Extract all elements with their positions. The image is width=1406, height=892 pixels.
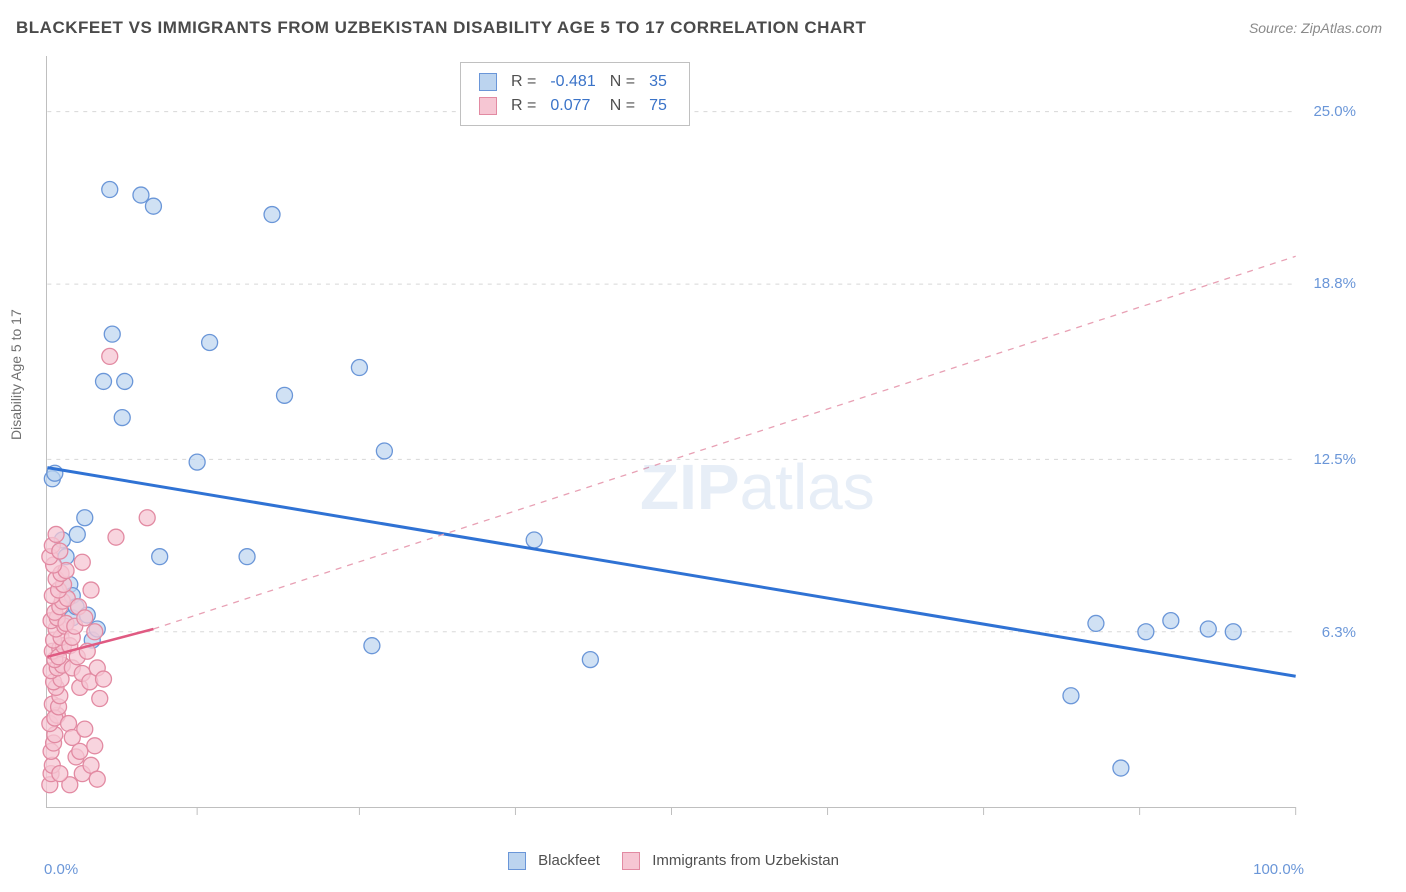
legend-stats-box: R = -0.481 N = 35 R = 0.077 N = 75 [460,62,690,126]
legend-stats-row: R = -0.481 N = 35 [473,71,673,93]
legend-n-value: 35 [643,71,673,93]
y-tick-label: 18.8% [1313,275,1356,292]
y-tick-label: 25.0% [1313,103,1356,120]
legend-swatch-icon [622,852,640,870]
legend-n-label: N = [604,95,641,117]
legend-r-label: R = [505,71,542,93]
legend-series-label: Blackfeet [538,852,600,869]
y-axis-label: Disability Age 5 to 17 [8,309,24,440]
legend-r-value: 0.077 [544,95,601,117]
legend-swatch-icon [479,97,497,115]
scatter-plot-svg [47,56,1296,807]
plot-area: 6.3%12.5%18.8%25.0% [46,56,1296,808]
legend-r-value: -0.481 [544,71,601,93]
chart-container: BLACKFEET VS IMMIGRANTS FROM UZBEKISTAN … [0,0,1406,892]
legend-r-label: R = [505,95,542,117]
y-tick-label: 12.5% [1313,451,1356,468]
legend-n-value: 75 [643,95,673,117]
y-tick-label: 6.3% [1322,624,1356,641]
legend-n-label: N = [604,71,641,93]
source-credit: Source: ZipAtlas.com [1249,20,1382,36]
legend-series-label: Immigrants from Uzbekistan [652,852,839,869]
chart-title: BLACKFEET VS IMMIGRANTS FROM UZBEKISTAN … [16,18,866,38]
legend-series: Blackfeet Immigrants from Uzbekistan [490,852,839,870]
legend-swatch-icon [479,73,497,91]
x-axis-min-label: 0.0% [44,861,78,878]
legend-stats-row: R = 0.077 N = 75 [473,95,673,117]
x-axis-max-label: 100.0% [1253,861,1304,878]
legend-swatch-icon [508,852,526,870]
